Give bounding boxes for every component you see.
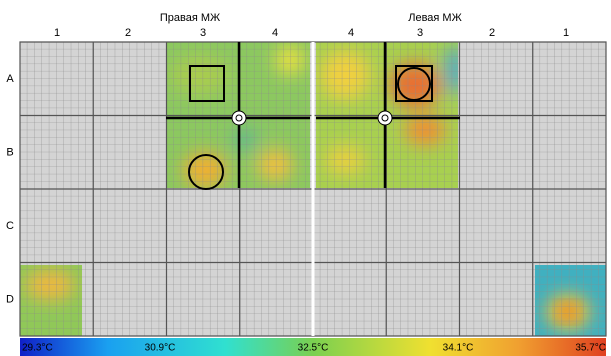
column-label: 4: [348, 27, 354, 39]
scale-label: 30.9°C: [145, 343, 176, 354]
column-label: 3: [200, 27, 206, 39]
right-title: Правая МЖ: [160, 12, 220, 24]
column-label: 1: [563, 27, 569, 39]
thermogram-view: Правая МЖ Левая МЖ 1 2 3 4 4 3 2 1 A B C D 29.3°C 3…: [0, 0, 611, 356]
row-label: D: [6, 293, 14, 305]
column-label: 2: [489, 27, 495, 39]
scale-label: 34.1°C: [443, 343, 474, 354]
column-label: 1: [54, 27, 60, 39]
row-label: A: [6, 73, 14, 85]
left-title: Левая МЖ: [408, 12, 462, 24]
row-label: B: [6, 146, 13, 158]
column-label: 3: [417, 27, 423, 39]
column-label: 2: [125, 27, 131, 39]
scale-label: 29.3°C: [22, 343, 53, 354]
column-label: 4: [272, 27, 278, 39]
color-scale: 29.3°C 30.9°C 32.5°C 34.1°C 35.7°C: [20, 338, 606, 356]
row-label: C: [6, 220, 14, 232]
scale-label: 35.7°C: [575, 343, 606, 354]
scale-label: 32.5°C: [298, 343, 329, 354]
